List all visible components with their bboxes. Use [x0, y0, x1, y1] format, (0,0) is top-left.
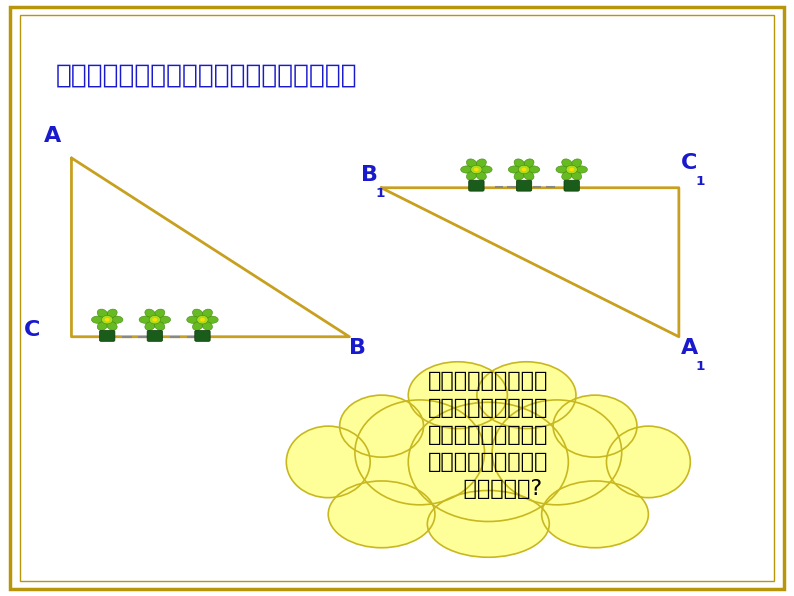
Ellipse shape	[572, 172, 582, 180]
Ellipse shape	[514, 159, 524, 167]
Ellipse shape	[155, 309, 165, 318]
FancyBboxPatch shape	[516, 180, 532, 191]
Ellipse shape	[569, 167, 574, 171]
Ellipse shape	[572, 159, 582, 167]
Ellipse shape	[566, 165, 577, 174]
Ellipse shape	[527, 166, 540, 173]
Ellipse shape	[158, 316, 171, 323]
Ellipse shape	[107, 322, 118, 330]
Ellipse shape	[542, 481, 649, 548]
Ellipse shape	[192, 309, 202, 318]
Ellipse shape	[155, 322, 165, 330]
Ellipse shape	[514, 172, 524, 180]
FancyBboxPatch shape	[468, 180, 484, 191]
Text: 那么他只能测直角边
和斜边了，只满足斜
边和一条直角边对应
相等的两个直角三角
    形能全等吗?: 那么他只能测直角边 和斜边了，只满足斜 边和一条直角边对应 相等的两个直角三角 …	[428, 371, 549, 499]
Ellipse shape	[287, 426, 370, 498]
Text: 1: 1	[376, 187, 385, 200]
FancyBboxPatch shape	[564, 180, 580, 191]
Ellipse shape	[476, 172, 487, 180]
Ellipse shape	[524, 159, 534, 167]
Ellipse shape	[508, 166, 521, 173]
Ellipse shape	[139, 316, 152, 323]
Ellipse shape	[202, 309, 213, 318]
Text: B: B	[361, 164, 378, 185]
Ellipse shape	[102, 315, 113, 324]
Text: B: B	[349, 337, 366, 358]
Ellipse shape	[466, 159, 476, 167]
Text: 如果他只带了一个卷尺，能完成这个任务？: 如果他只带了一个卷尺，能完成这个任务？	[56, 63, 357, 89]
Ellipse shape	[340, 395, 423, 457]
Ellipse shape	[145, 322, 155, 330]
Ellipse shape	[480, 166, 492, 173]
Ellipse shape	[607, 426, 690, 498]
Ellipse shape	[97, 322, 107, 330]
Ellipse shape	[355, 400, 484, 505]
Ellipse shape	[200, 318, 205, 321]
Ellipse shape	[524, 172, 534, 180]
Ellipse shape	[152, 318, 157, 321]
Ellipse shape	[466, 172, 476, 180]
Text: A: A	[44, 126, 61, 146]
FancyBboxPatch shape	[99, 330, 115, 342]
Ellipse shape	[91, 316, 104, 323]
Ellipse shape	[149, 315, 160, 324]
Ellipse shape	[476, 159, 487, 167]
Ellipse shape	[575, 166, 588, 173]
Ellipse shape	[553, 395, 637, 457]
Ellipse shape	[145, 309, 155, 318]
Text: 1: 1	[696, 175, 705, 188]
FancyBboxPatch shape	[195, 330, 210, 342]
Ellipse shape	[471, 165, 482, 174]
Ellipse shape	[110, 316, 123, 323]
Ellipse shape	[197, 315, 208, 324]
Ellipse shape	[187, 316, 199, 323]
Ellipse shape	[105, 318, 110, 321]
Text: C: C	[681, 153, 698, 173]
Ellipse shape	[97, 309, 107, 318]
Ellipse shape	[556, 166, 569, 173]
Ellipse shape	[107, 309, 118, 318]
Text: A: A	[681, 337, 699, 358]
Ellipse shape	[202, 322, 213, 330]
Ellipse shape	[522, 167, 526, 171]
Ellipse shape	[561, 159, 572, 167]
Ellipse shape	[427, 491, 549, 557]
Ellipse shape	[492, 400, 622, 505]
Ellipse shape	[518, 165, 530, 174]
Ellipse shape	[408, 402, 569, 522]
Text: 1: 1	[696, 359, 705, 372]
FancyBboxPatch shape	[147, 330, 163, 342]
Ellipse shape	[408, 362, 507, 429]
Ellipse shape	[461, 166, 473, 173]
Text: C: C	[24, 319, 40, 340]
Ellipse shape	[474, 167, 479, 171]
Ellipse shape	[192, 322, 202, 330]
Ellipse shape	[561, 172, 572, 180]
Ellipse shape	[328, 481, 435, 548]
Ellipse shape	[206, 316, 218, 323]
Ellipse shape	[477, 362, 576, 429]
